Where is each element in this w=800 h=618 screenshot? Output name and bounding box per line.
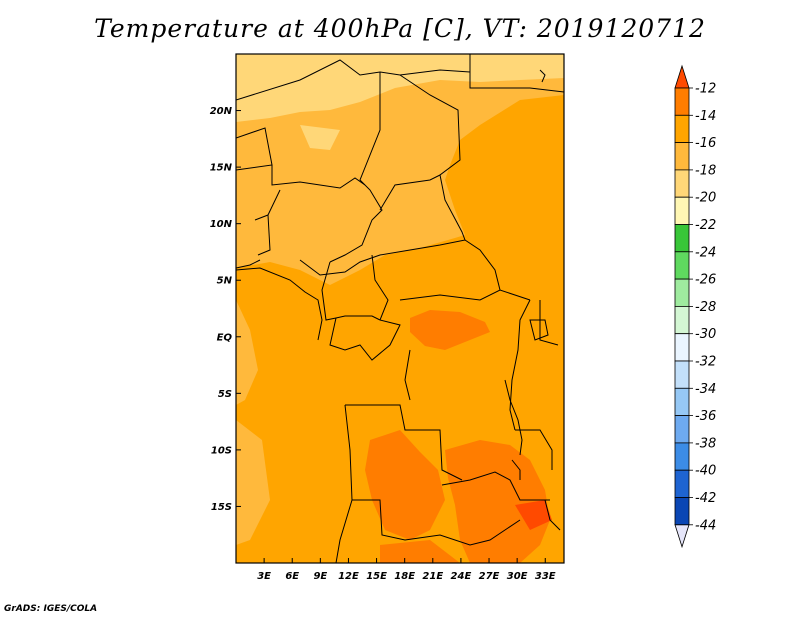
- colorbar-swatch: [674, 251, 690, 280]
- colorbar-swatch: [674, 333, 690, 362]
- colorbar-label: -34: [695, 382, 716, 397]
- colorbar-label: -40: [695, 464, 716, 479]
- country-borders: [236, 54, 564, 563]
- colorbar-swatch: [674, 305, 690, 335]
- chart-title: Temperature at 400hPa [C], VT: 201912071…: [94, 14, 706, 43]
- colorbar-swatch: [674, 442, 690, 471]
- colorbar-label: -44: [695, 518, 716, 533]
- colorbar-under-triangle: [674, 524, 690, 549]
- colorbar-swatch: [674, 469, 690, 498]
- field-band-14-12-c: [445, 440, 550, 563]
- colorbar-label: -42: [695, 491, 716, 506]
- x-tick-label: 30E: [507, 571, 528, 582]
- x-tick-label: 3E: [257, 571, 271, 582]
- colorbar-swatch: [674, 278, 690, 307]
- field-band-18-16: [236, 54, 564, 285]
- colorbar-swatch: [674, 196, 690, 225]
- colorbar-label: -26: [695, 273, 716, 288]
- y-axis: 20N 15N 10N 5N EQ 5S 10S 15S: [210, 106, 241, 513]
- colorbar-label: -28: [695, 300, 716, 315]
- x-axis: 3E 6E 9E 12E 15E 18E 21E 24E 27E 30E 33E: [257, 558, 556, 582]
- x-tick-label: 21E: [422, 571, 443, 582]
- colorbar-swatch: [674, 360, 690, 389]
- colorbar-swatch: [674, 87, 690, 116]
- y-tick-label: 10N: [210, 219, 233, 230]
- colorbar-label: -20: [695, 191, 716, 206]
- y-tick-label: 15N: [210, 163, 233, 174]
- x-tick-label: 18E: [394, 571, 415, 582]
- y-tick-label: 15S: [211, 502, 232, 513]
- x-tick-label: 6E: [285, 571, 299, 582]
- x-tick-label: 33E: [535, 571, 556, 582]
- colorbar: -12 -14 -16 -18 -20 -22 -24 -26 -28 -30 -32 -34 -36 -…: [674, 64, 716, 549]
- colorbar-label: -32: [695, 355, 716, 370]
- field-band-18-16-patch: [236, 300, 258, 405]
- field-band-20-18-patch: [300, 125, 340, 150]
- x-tick-label: 15E: [366, 571, 387, 582]
- colorbar-swatch: [674, 497, 690, 526]
- colorbar-label: -18: [695, 163, 716, 178]
- colorbar-swatch: [674, 169, 690, 198]
- y-tick-label: 20N: [210, 106, 233, 117]
- map-frame: [235, 53, 565, 564]
- colorbar-swatch: [674, 224, 690, 253]
- colorbar-over-triangle: [674, 64, 690, 89]
- colorbar-swatch: [674, 387, 690, 416]
- coastline: [236, 69, 549, 480]
- colorbar-label: -22: [695, 218, 716, 233]
- colorbar-label: -30: [695, 327, 716, 342]
- colorbar-label: -14: [695, 109, 716, 124]
- colorbar-label: -16: [695, 136, 716, 151]
- y-tick-label: 5S: [218, 389, 232, 400]
- field-band-14-12-d: [380, 540, 460, 563]
- colorbar-label: -38: [695, 436, 716, 451]
- x-tick-label: 12E: [338, 571, 359, 582]
- x-tick-label: 9E: [313, 571, 327, 582]
- field-band-14-12-b: [365, 430, 445, 540]
- field-band-14-12-a: [410, 310, 490, 350]
- colorbar-label: -12: [695, 82, 716, 97]
- y-tick-label: 5N: [217, 276, 233, 287]
- credit-text: GrADS: IGES/COLA: [4, 604, 98, 614]
- field-band-14-12-e: [515, 500, 552, 530]
- colorbar-label: -24: [695, 245, 716, 260]
- x-tick-label: 27E: [479, 571, 500, 582]
- x-tick-label: 24E: [451, 571, 472, 582]
- field-band-18-16-patch2: [236, 420, 270, 545]
- colorbar-swatch: [674, 114, 690, 144]
- temperature-field: [236, 54, 564, 563]
- y-tick-label: EQ: [217, 332, 233, 343]
- colorbar-swatch: [674, 142, 690, 171]
- colorbar-swatch: [674, 415, 690, 444]
- colorbar-label: -36: [695, 409, 716, 424]
- y-tick-label: 10S: [211, 445, 232, 456]
